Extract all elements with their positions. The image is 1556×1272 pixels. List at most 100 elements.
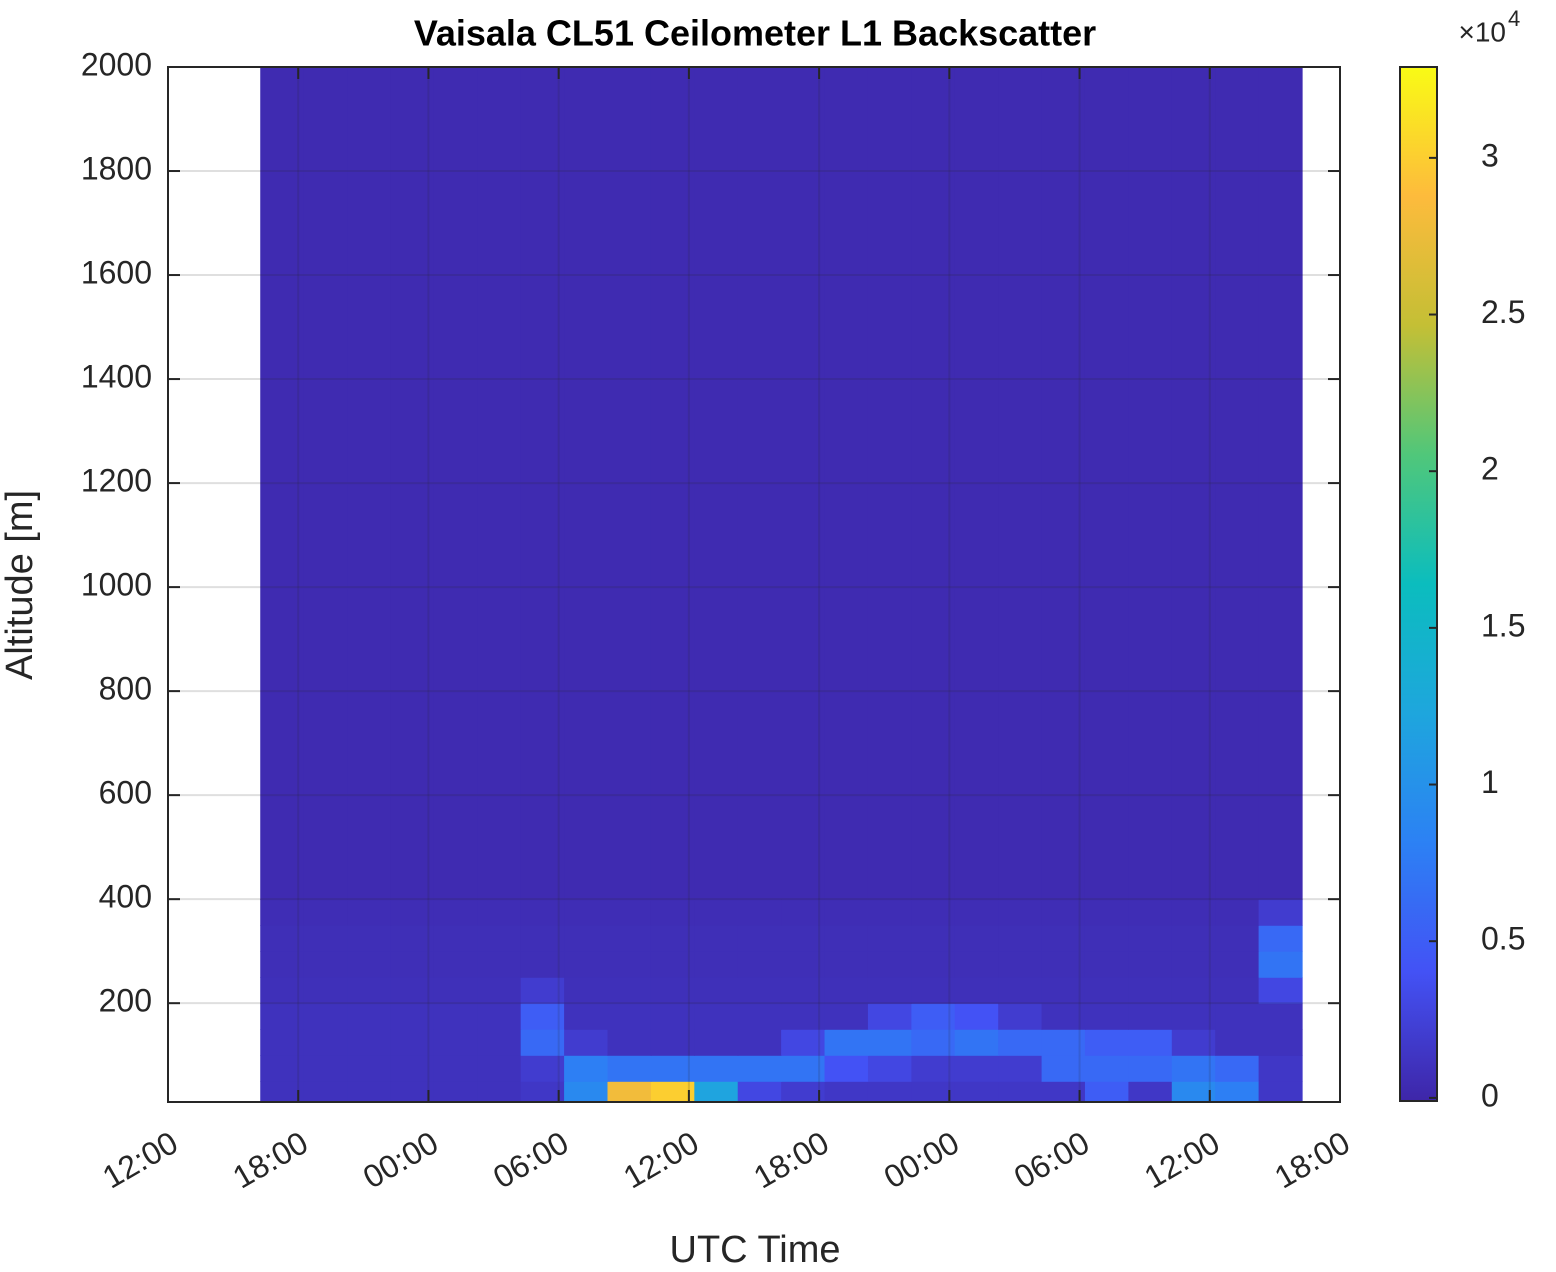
heatmap-cell xyxy=(781,925,826,952)
heatmap-cell xyxy=(1041,977,1086,1004)
heatmap-cell xyxy=(867,951,912,978)
heatmap-cell xyxy=(1215,899,1260,926)
heatmap-cell xyxy=(564,67,609,900)
heatmap-cell xyxy=(998,1029,1043,1056)
heatmap-cell xyxy=(1215,977,1260,1004)
heatmap-cell xyxy=(650,977,695,1004)
heatmap-cell xyxy=(737,1055,782,1082)
colorbar-tick-label: 0.5 xyxy=(1481,921,1525,957)
heatmap-cell xyxy=(477,1003,522,1030)
heatmap-cell xyxy=(303,977,348,1004)
heatmap-cell xyxy=(433,951,478,978)
heatmap-cell xyxy=(954,1003,999,1030)
heatmap-cell xyxy=(1171,1003,1216,1030)
heatmap-cell xyxy=(911,925,956,952)
heatmap-cell xyxy=(607,1081,652,1103)
heatmap-cell xyxy=(564,977,609,1004)
heatmap-cell xyxy=(1215,1029,1260,1056)
heatmap-cell xyxy=(1041,1029,1086,1056)
heatmap-cell xyxy=(1128,67,1173,900)
heatmap-cell xyxy=(737,1003,782,1030)
heatmap-cell xyxy=(954,1081,999,1103)
heatmap-cell xyxy=(694,67,739,900)
heatmap-cell xyxy=(477,925,522,952)
heatmap-cell xyxy=(607,1055,652,1082)
y-tick-label: 1400 xyxy=(81,359,152,395)
heatmap-cell xyxy=(1215,951,1260,978)
y-axis-label: Altitude [m] xyxy=(0,490,41,680)
heatmap-cell xyxy=(347,977,392,1004)
heatmap-cell xyxy=(607,977,652,1004)
heatmap-cell xyxy=(520,899,565,926)
heatmap-cell xyxy=(781,899,826,926)
heatmap-cell xyxy=(260,977,305,1004)
heatmap-cell xyxy=(737,1029,782,1056)
heatmap-cell xyxy=(303,925,348,952)
heatmap-cell xyxy=(1258,1055,1303,1082)
heatmap-cell xyxy=(347,1003,392,1030)
heatmap-cell xyxy=(390,951,435,978)
heatmap-cell xyxy=(303,951,348,978)
heatmap-cell xyxy=(564,1081,609,1103)
x-tick-label: 12:00 xyxy=(617,1124,704,1195)
heatmap-cell xyxy=(260,899,305,926)
heatmap-cell xyxy=(954,925,999,952)
heatmap-cell xyxy=(564,899,609,926)
heatmap-cell xyxy=(737,1081,782,1103)
heatmap-cell xyxy=(477,67,522,900)
heatmap-cell xyxy=(824,951,869,978)
heatmap-cell xyxy=(694,1003,739,1030)
y-tick-label: 1600 xyxy=(81,254,152,290)
heatmap-cell xyxy=(954,1029,999,1056)
heatmap-cell xyxy=(1128,925,1173,952)
heatmap-cell xyxy=(1171,1055,1216,1082)
heatmap-cell xyxy=(390,1003,435,1030)
heatmap-cell xyxy=(1128,1055,1173,1082)
x-tick-label: 12:00 xyxy=(96,1124,183,1195)
heatmap-cell xyxy=(390,977,435,1004)
heatmap-cell xyxy=(867,1029,912,1056)
heatmap-cell xyxy=(564,1029,609,1056)
heatmap-cell xyxy=(260,1081,305,1103)
heatmap-cell xyxy=(390,1081,435,1103)
heatmap-cell xyxy=(694,925,739,952)
heatmap-cell xyxy=(1171,1081,1216,1103)
heatmap-cell xyxy=(520,977,565,1004)
heatmap-cell xyxy=(737,925,782,952)
heatmap-cell xyxy=(390,925,435,952)
heatmap-cell xyxy=(867,977,912,1004)
heatmap-cell xyxy=(1258,1003,1303,1030)
heatmap-cell xyxy=(781,977,826,1004)
heatmap-cell xyxy=(390,67,435,900)
heatmap-cell xyxy=(824,1081,869,1103)
colorbar-tick-label: 3 xyxy=(1481,137,1499,173)
heatmap-cell xyxy=(347,925,392,952)
y-tick-label: 1800 xyxy=(81,150,152,186)
heatmap-cell xyxy=(477,977,522,1004)
heatmap-cell xyxy=(303,899,348,926)
heatmap-cell xyxy=(911,1081,956,1103)
heatmap-cell xyxy=(1041,899,1086,926)
heatmap-cell xyxy=(650,1003,695,1030)
heatmap-cell xyxy=(1084,1029,1129,1056)
heatmap-cell xyxy=(911,951,956,978)
y-tick-label: 1000 xyxy=(81,567,152,603)
x-tick-label: 12:00 xyxy=(1138,1124,1225,1195)
heatmap-cell xyxy=(1128,1003,1173,1030)
heatmap-cell xyxy=(347,951,392,978)
heatmap-cell xyxy=(1084,1081,1129,1103)
y-tick-label: 200 xyxy=(99,983,152,1019)
heatmap-cell xyxy=(954,899,999,926)
colorbar-tick-label: 2.5 xyxy=(1481,294,1525,330)
heatmap-cell xyxy=(433,1029,478,1056)
heatmap-cell xyxy=(303,1081,348,1103)
heatmap-cell xyxy=(1041,1055,1086,1082)
heatmap-cell xyxy=(520,951,565,978)
heatmap-cell xyxy=(694,977,739,1004)
heatmap-cell xyxy=(911,1055,956,1082)
heatmap-cell xyxy=(998,899,1043,926)
heatmap-cell xyxy=(737,899,782,926)
heatmap-cell xyxy=(737,951,782,978)
heatmap-cell xyxy=(260,67,305,900)
heatmap-cell xyxy=(1084,925,1129,952)
